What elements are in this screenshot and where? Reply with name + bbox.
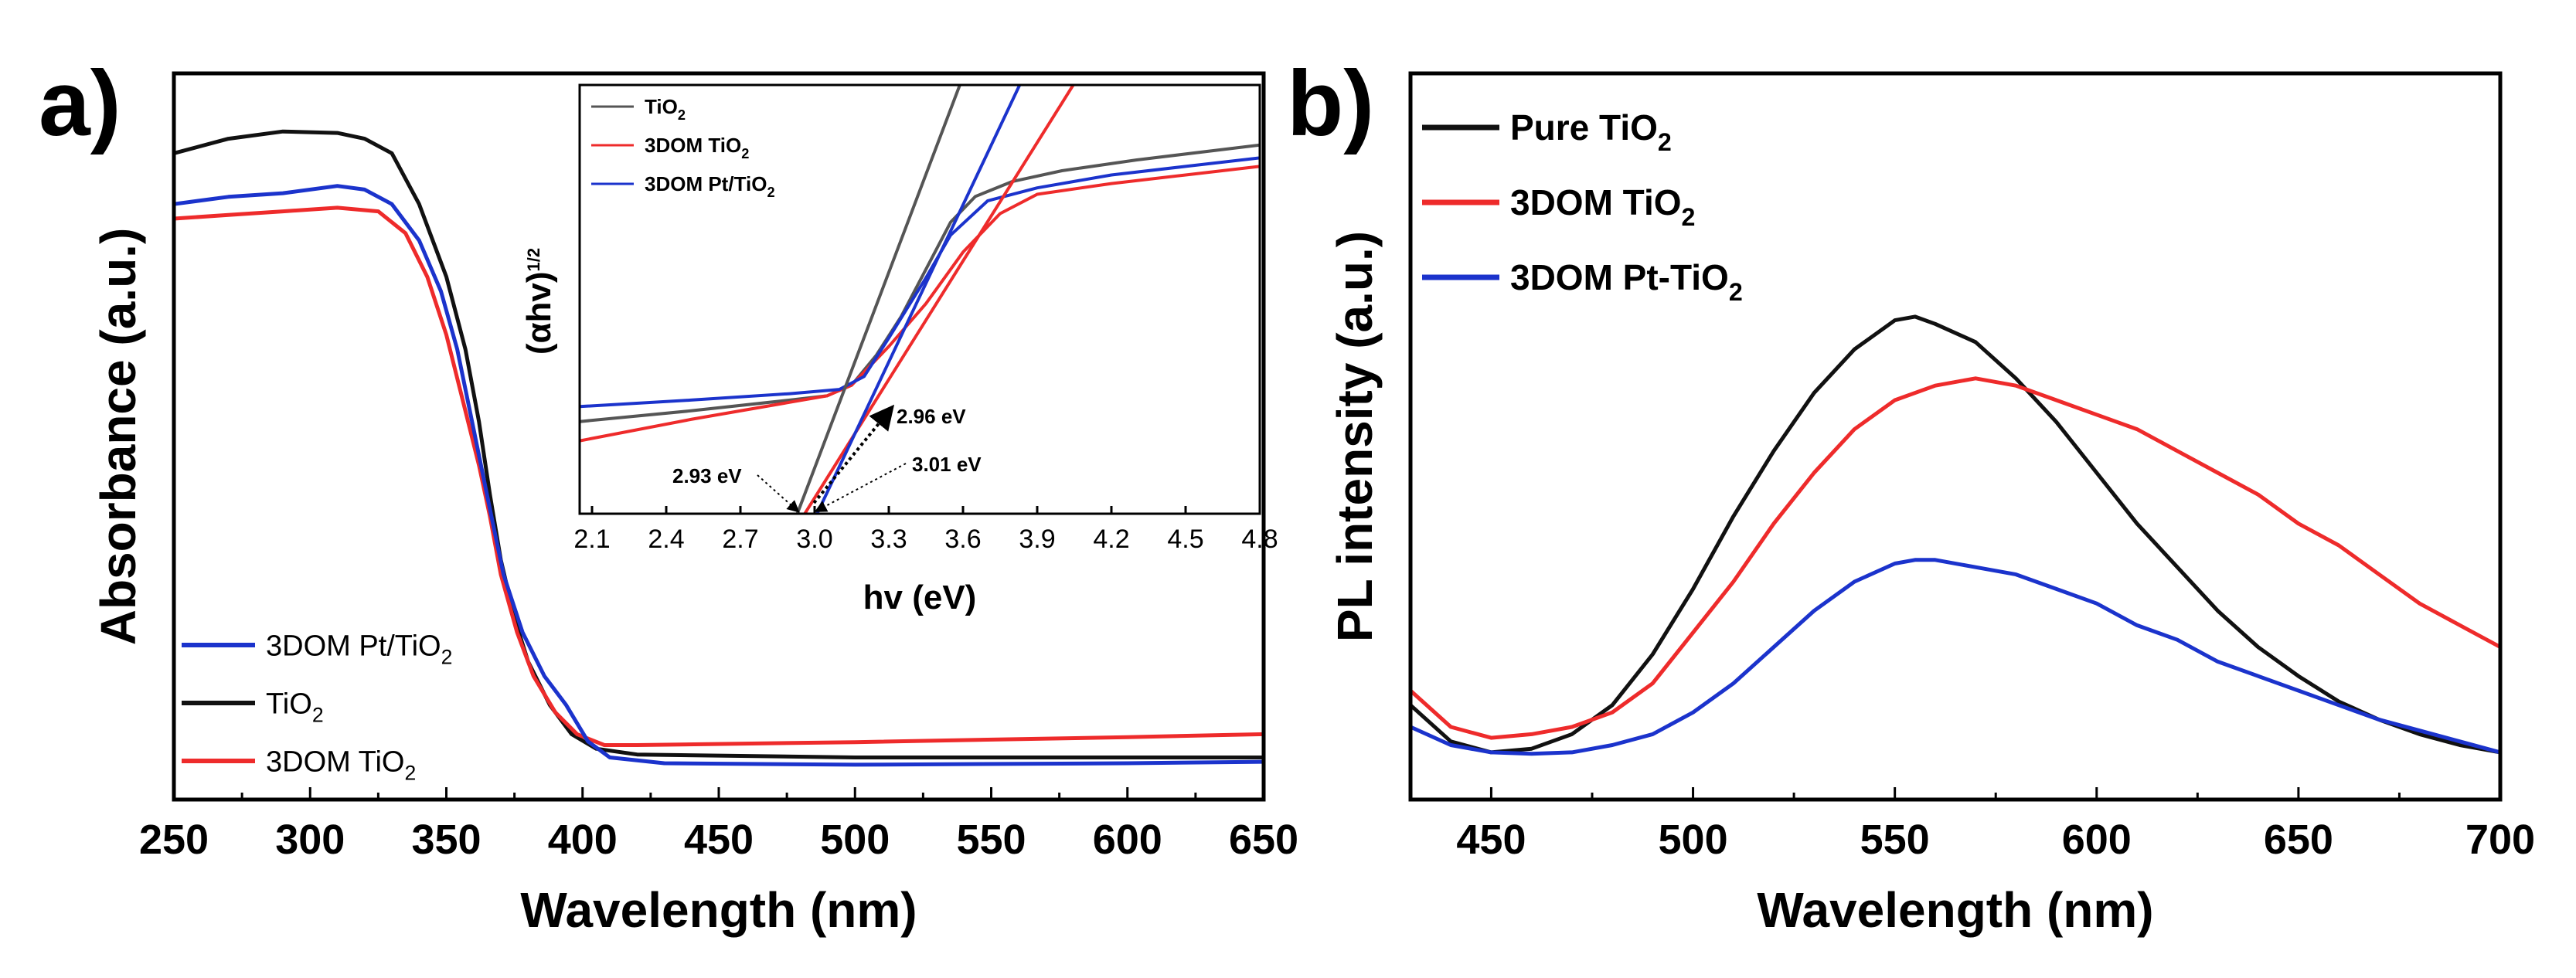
- x-tick-label: 450: [684, 817, 754, 863]
- inset-series-line: [580, 156, 1260, 409]
- legend-label-sub: 2: [1729, 278, 1743, 306]
- legend-label: TiO2: [645, 95, 686, 123]
- legend-label-main: 3DOM TiO: [1510, 182, 1682, 222]
- pl-frame: [1408, 71, 2503, 802]
- x-tick-label: 500: [820, 817, 890, 863]
- x-tick-label: 3.3: [870, 525, 907, 554]
- legend-label-sub: 2: [441, 646, 453, 669]
- legend-label-main: 3DOM Pt/TiO: [266, 630, 441, 662]
- inset-y-axis-title: (αhv)1/2: [520, 248, 558, 355]
- x-tick-label: 2.4: [648, 525, 684, 554]
- x-tick-label: 4.2: [1093, 525, 1129, 554]
- annotation-arrow: [814, 463, 907, 512]
- legend-label-sub: 2: [404, 762, 416, 785]
- legend-label-sub: 2: [1658, 128, 1672, 156]
- pl-x-ticks: 450 500 550 600 650 700: [1456, 787, 2535, 863]
- uv-vis-chart: 250 300 350 400 450 500 550 600 650 Wavelength (…: [90, 71, 1298, 938]
- legend-label: 3DOM TiO2: [266, 745, 416, 784]
- legend-label-sub: 2: [678, 107, 686, 123]
- inset-plot-area: [580, 85, 1260, 514]
- pl-x-axis-title: Wavelength (nm): [1757, 882, 2153, 938]
- legend-label: 3DOM Pt-TiO2: [1510, 257, 1743, 306]
- legend-label-main: TiO: [266, 688, 312, 720]
- x-tick-label: 500: [1659, 817, 1728, 863]
- tauc-inset: 2.1 2.4 2.7 3.0 3.3 3.6 3.9 4.2 4.5 4.8 hv (eV) (…: [520, 83, 1278, 616]
- inset-series-line: [580, 165, 1260, 443]
- inset-y-axis-title-sup: 1/2: [524, 248, 543, 272]
- legend-label-sub: 2: [1682, 203, 1696, 231]
- inset-tangent-line: [795, 85, 962, 514]
- legend-label: Pure TiO2: [1510, 107, 1672, 156]
- x-tick-label: 650: [1229, 817, 1298, 863]
- uv-vis-plot-area: [173, 129, 1264, 767]
- legend-label: 3DOM TiO2: [645, 134, 749, 161]
- legend-label-sub: 2: [741, 146, 749, 161]
- x-tick-label: 4.8: [1241, 525, 1278, 554]
- legend-label-main: 3DOM TiO: [645, 134, 741, 157]
- x-tick-label: 4.5: [1167, 525, 1203, 554]
- x-tick-label: 600: [2062, 817, 2132, 863]
- uv-vis-x-ticks: 250 300 350 400 450 500 550 600 650: [139, 787, 1298, 863]
- pl-series-line: [1409, 558, 2501, 756]
- legend-label-sub: 2: [312, 704, 324, 727]
- inset-x-axis-title: hv (eV): [863, 579, 977, 616]
- uv-vis-y-axis-title: Absorbance (a.u.): [90, 228, 146, 646]
- inset-tangent-line: [815, 85, 1022, 514]
- inset-clipped-lines: [580, 85, 1260, 514]
- x-tick-label: 700: [2465, 817, 2535, 863]
- legend-label-main: 3DOM TiO: [266, 745, 404, 778]
- pl-series-line: [1409, 314, 2501, 755]
- annotation-arrow: [757, 474, 800, 513]
- legend-label: 3DOM TiO2: [1510, 182, 1695, 231]
- x-tick-label: 3.6: [944, 525, 981, 554]
- x-tick-label: 3.9: [1019, 525, 1055, 554]
- panel-label-b: b): [1287, 52, 1374, 155]
- pl-y-axis-title: PL intensity (a.u.): [1327, 231, 1383, 642]
- inset-frame: [578, 83, 1261, 515]
- panel-label-a: a): [39, 52, 121, 155]
- x-tick-label: 450: [1456, 817, 1526, 863]
- annotation-label: 2.96 eV: [897, 405, 966, 428]
- x-tick-label: 400: [548, 817, 618, 863]
- legend-label: 3DOM Pt/TiO2: [266, 630, 452, 668]
- inset-annotations: 2.93 eV 2.96 eV 3.01 eV: [672, 404, 982, 513]
- x-tick-label: 350: [411, 817, 481, 863]
- uv-vis-x-axis-title: Wavelength (nm): [520, 882, 917, 938]
- uv-vis-series-line: [173, 184, 1264, 767]
- pl-plot-area: [1409, 314, 2502, 756]
- x-tick-label: 550: [1860, 817, 1930, 863]
- x-tick-label: 550: [956, 817, 1026, 863]
- legend-label-main: 3DOM Pt/TiO: [645, 172, 767, 195]
- legend-label-main: 3DOM Pt-TiO: [1510, 257, 1729, 297]
- x-tick-label: 250: [139, 817, 209, 863]
- pl-series-line: [1409, 376, 2502, 740]
- inset-y-axis-title-main: (αhv): [520, 271, 558, 355]
- x-tick-label: 2.7: [722, 525, 758, 554]
- inset-series-line: [580, 143, 1260, 423]
- annotation-arrow: [812, 404, 895, 504]
- x-tick-label: 2.1: [573, 525, 610, 554]
- legend-label-sub: 2: [767, 185, 774, 200]
- legend-label-main: TiO: [645, 95, 678, 118]
- annotation-label: 3.01 eV: [912, 453, 982, 476]
- x-tick-label: 300: [275, 817, 345, 863]
- legend-label-main: Pure TiO: [1510, 107, 1658, 148]
- x-tick-label: 650: [2264, 817, 2333, 863]
- x-tick-label: 3.0: [796, 525, 832, 554]
- pl-chart: 450 500 550 600 650 700 Wavelength (nm) PL in…: [1327, 71, 2535, 938]
- uv-vis-series-line: [173, 129, 1264, 759]
- legend-label: TiO2: [266, 688, 324, 726]
- annotation-label: 2.93 eV: [672, 464, 742, 487]
- x-tick-label: 600: [1093, 817, 1162, 863]
- legend-label: 3DOM Pt/TiO2: [645, 172, 775, 200]
